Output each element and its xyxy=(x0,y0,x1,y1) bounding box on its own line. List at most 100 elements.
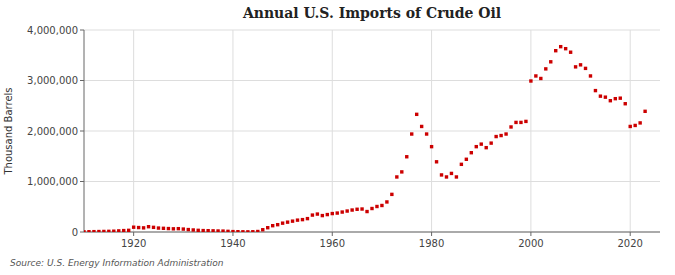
point xyxy=(336,211,339,214)
point xyxy=(405,155,408,158)
point xyxy=(122,229,125,232)
point xyxy=(311,213,314,216)
point xyxy=(157,226,160,229)
point xyxy=(350,208,353,211)
point xyxy=(609,99,612,102)
point xyxy=(345,209,348,212)
point xyxy=(306,217,309,220)
point xyxy=(549,60,552,63)
point xyxy=(589,74,592,77)
x-grid-line xyxy=(332,30,333,232)
point xyxy=(147,225,150,228)
y-tick-label: 3,000,000 xyxy=(27,75,78,86)
point xyxy=(494,135,497,138)
x-grid-line xyxy=(530,30,531,232)
point xyxy=(619,96,622,99)
x-tick-label: 2000 xyxy=(518,238,543,249)
point xyxy=(365,210,368,213)
x-grid-line xyxy=(630,30,631,232)
point xyxy=(201,229,204,232)
y-axis-line xyxy=(84,30,85,232)
point xyxy=(331,212,334,215)
point xyxy=(216,229,219,232)
point xyxy=(261,228,264,231)
point xyxy=(390,193,393,196)
point xyxy=(420,125,423,128)
point xyxy=(554,49,557,52)
point xyxy=(375,205,378,208)
point xyxy=(172,227,175,230)
title: Annual U.S. Imports of Crude Oil xyxy=(242,5,501,21)
x-tick-label: 1980 xyxy=(419,238,444,249)
point xyxy=(465,158,468,161)
point xyxy=(395,175,398,178)
point xyxy=(425,132,428,135)
point xyxy=(316,212,319,215)
point xyxy=(177,227,180,230)
point xyxy=(92,230,95,232)
point xyxy=(226,230,229,232)
point xyxy=(276,223,279,226)
point xyxy=(117,229,120,232)
point xyxy=(256,230,259,232)
point xyxy=(107,230,110,232)
point xyxy=(539,77,542,80)
x-tick xyxy=(232,232,233,236)
point xyxy=(142,226,145,229)
point xyxy=(326,213,329,216)
point xyxy=(370,207,373,210)
point xyxy=(480,142,483,145)
point xyxy=(127,229,130,232)
point xyxy=(271,224,274,227)
point xyxy=(643,110,646,113)
point xyxy=(599,94,602,97)
point xyxy=(182,227,185,230)
y-axis-label: Thousand Barrels xyxy=(3,87,14,175)
y-grid-line xyxy=(84,232,660,233)
point xyxy=(152,226,155,229)
x-tick-label: 1960 xyxy=(320,238,345,249)
point xyxy=(321,214,324,217)
point xyxy=(221,229,224,232)
point xyxy=(504,132,507,135)
point xyxy=(137,226,140,229)
point xyxy=(241,230,244,232)
point xyxy=(286,220,289,223)
point xyxy=(569,51,572,54)
point xyxy=(97,230,100,232)
point xyxy=(584,67,587,70)
point xyxy=(132,226,135,229)
y-grid-line xyxy=(84,30,660,31)
point xyxy=(410,132,413,135)
point xyxy=(187,228,190,231)
point xyxy=(624,102,627,105)
point xyxy=(162,227,165,230)
point xyxy=(519,121,522,124)
point xyxy=(544,67,547,70)
point xyxy=(633,124,636,127)
point xyxy=(197,229,200,232)
point xyxy=(475,145,478,148)
point xyxy=(296,218,299,221)
x-axis-line xyxy=(84,232,660,233)
point xyxy=(87,230,90,232)
point xyxy=(638,121,641,124)
x-tick-label: 2020 xyxy=(617,238,642,249)
y-tick-label: 2,000,000 xyxy=(27,126,78,137)
point xyxy=(251,230,254,232)
point xyxy=(574,65,577,68)
point xyxy=(380,204,383,207)
y-tick xyxy=(80,131,84,132)
point xyxy=(355,208,358,211)
x-tick xyxy=(530,232,531,236)
point xyxy=(167,227,170,230)
point xyxy=(564,47,567,50)
x-tick-label: 1920 xyxy=(121,238,146,249)
point xyxy=(579,63,582,66)
point xyxy=(206,229,209,232)
point xyxy=(440,173,443,176)
x-tick xyxy=(431,232,432,236)
point xyxy=(211,229,214,232)
y-tick xyxy=(80,232,84,233)
y-tick xyxy=(80,181,84,182)
